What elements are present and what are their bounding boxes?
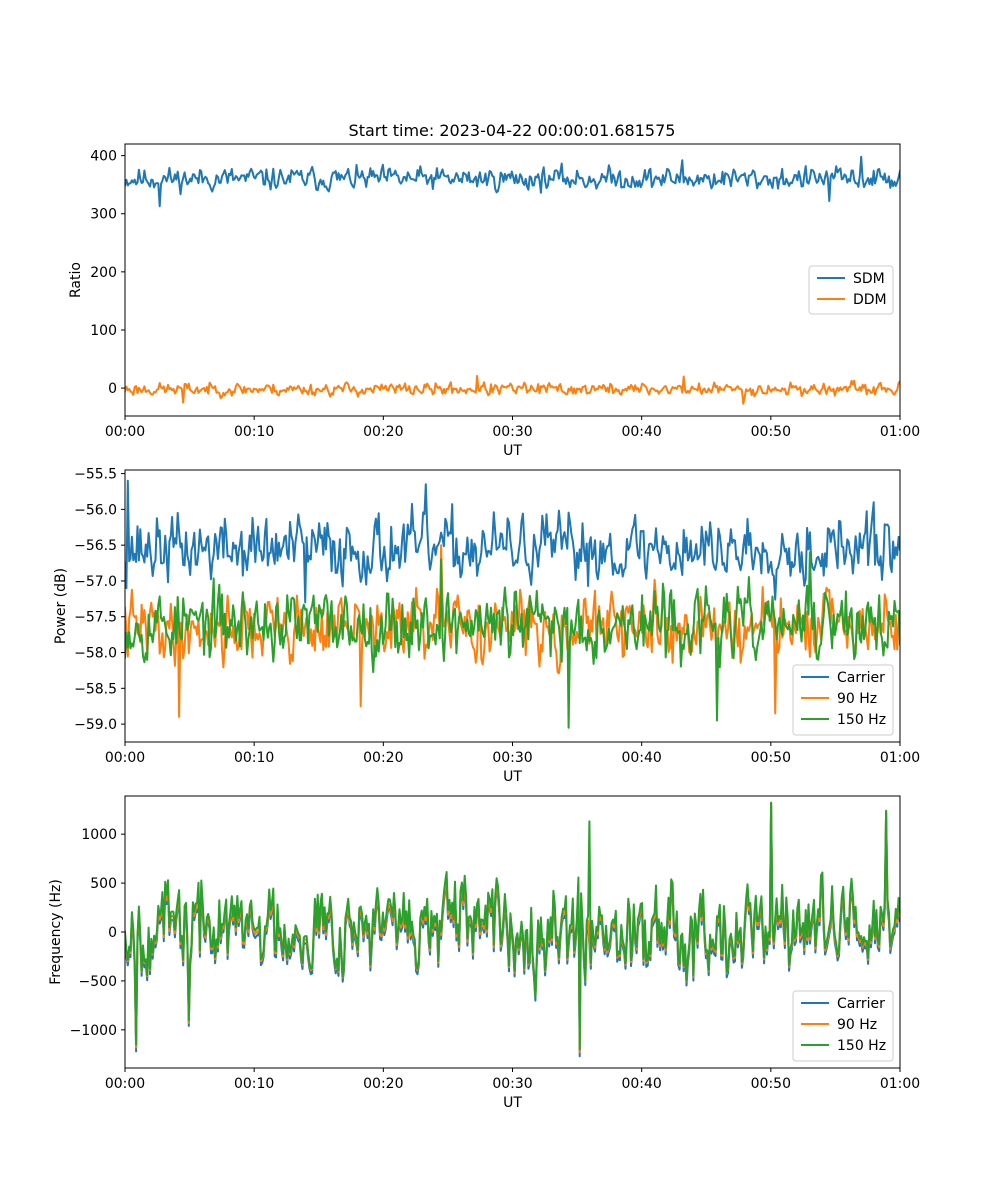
y-tick-label: −1000 (70, 1023, 117, 1039)
x-tick-label: 01:00 (880, 750, 920, 766)
x-tick-label: 00:00 (105, 1076, 145, 1092)
y-tick-label: −59.0 (74, 717, 117, 733)
y-axis-label: Frequency (Hz) (48, 879, 64, 985)
x-tick-label: 01:00 (880, 1076, 920, 1092)
y-tick-label: 0 (108, 925, 117, 941)
y-tick-label: 0 (108, 381, 117, 397)
legend-label-ddm: DDM (853, 292, 887, 308)
legend-box (792, 990, 894, 1062)
x-tick-label: 00:30 (492, 424, 532, 440)
x-tick-label: 00:10 (234, 424, 274, 440)
subplot-1: 00:00 00:10 00:20 00:30 00:40 00:50 01:00 UT 0 10… (68, 143, 920, 459)
series-line-sdm-subplot-1 (125, 155, 900, 208)
legend-label-90-hz: 90 Hz (837, 691, 877, 707)
legend-box (792, 664, 894, 736)
legend-label-sdm: SDM (853, 271, 885, 287)
series-line-150-hz-subplot-2 (125, 551, 900, 729)
x-tick-label: 00:30 (492, 1076, 532, 1092)
y-axis-label: Power (dB) (53, 568, 69, 644)
x-axis-label: UT (503, 1095, 522, 1111)
x-tick-label: 00:00 (105, 424, 145, 440)
y-tick-label: 1000 (81, 827, 117, 843)
y-tick-label: 400 (90, 149, 117, 165)
x-tick-label: 00:00 (105, 750, 145, 766)
legend-label-150-hz: 150 Hz (837, 1038, 886, 1054)
series-line-150-hz-subplot-3 (125, 801, 900, 1051)
x-tick-label: 00:20 (363, 750, 403, 766)
x-tick-label: 00:10 (234, 1076, 274, 1092)
x-tick-label: 00:30 (492, 750, 532, 766)
x-tick-label: 00:40 (621, 1076, 661, 1092)
legend-label-carrier: Carrier (837, 996, 885, 1012)
x-tick-label: 00:50 (751, 424, 791, 440)
axes-container: 00:00 00:10 00:20 00:30 00:40 00:50 01:00 UT 0 10… (48, 143, 920, 1111)
x-tick-label: 00:50 (751, 750, 791, 766)
y-tick-label: −56.0 (74, 502, 117, 518)
subplot-2: 00:00 00:10 00:20 00:30 00:40 00:50 01:00 UT −55… (53, 467, 920, 785)
y-axis-label: Ratio (68, 262, 84, 298)
x-axis-label: UT (503, 443, 522, 459)
series-line-carrier-subplot-2 (125, 479, 900, 604)
y-tick-label: −58.0 (74, 646, 117, 662)
x-tick-label: 00:20 (363, 424, 403, 440)
y-tick-label: −56.5 (74, 538, 117, 554)
y-tick-label: 200 (90, 265, 117, 281)
legend-label-carrier: Carrier (837, 670, 885, 686)
y-tick-label: −58.5 (74, 681, 117, 697)
legend: Carrier 90 Hz 150 Hz (792, 664, 894, 736)
legend-label-90-hz: 90 Hz (837, 1017, 877, 1033)
y-tick-label: −57.5 (74, 610, 117, 626)
legend: Carrier 90 Hz 150 Hz (792, 990, 894, 1062)
y-tick-label: 500 (90, 876, 117, 892)
y-tick-label: −500 (79, 974, 117, 990)
y-tick-label: −55.5 (74, 467, 117, 483)
legend: SDM DDM (808, 265, 894, 315)
subplot-3: 00:00 00:10 00:20 00:30 00:40 00:50 01:00 UT 100… (48, 795, 920, 1111)
legend-label-150-hz: 150 Hz (837, 712, 886, 728)
series-line-ddm-subplot-1 (125, 374, 900, 405)
x-tick-label: 01:00 (880, 424, 920, 440)
x-tick-label: 00:40 (621, 424, 661, 440)
y-tick-label: −57.0 (74, 574, 117, 590)
figure-title: Start time: 2023-04-22 00:00:01.681575 (349, 121, 676, 140)
x-tick-label: 00:10 (234, 750, 274, 766)
y-tick-label: 100 (90, 323, 117, 339)
y-tick-label: 300 (90, 207, 117, 223)
x-axis-label: UT (503, 769, 522, 785)
x-tick-label: 00:50 (751, 1076, 791, 1092)
x-tick-label: 00:20 (363, 1076, 403, 1092)
x-tick-label: 00:40 (621, 750, 661, 766)
